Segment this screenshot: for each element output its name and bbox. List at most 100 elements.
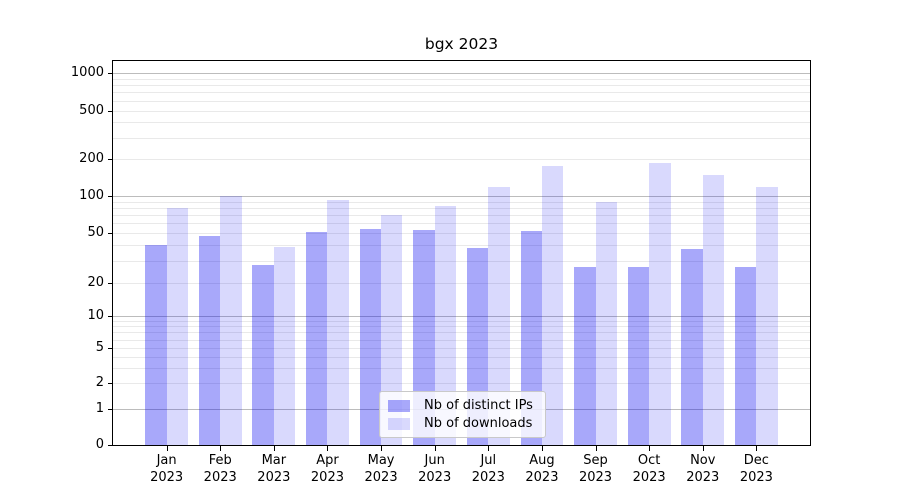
y-gridline-minor bbox=[113, 122, 810, 124]
right-spine bbox=[810, 60, 811, 446]
y-gridline-minor bbox=[113, 233, 810, 234]
y-gridline-minor bbox=[113, 283, 810, 284]
x-tick-label: Sep 2023 bbox=[578, 453, 613, 485]
chart-title: bgx 2023 bbox=[424, 35, 499, 53]
bar-downloads bbox=[702, 175, 725, 445]
legend-label-distinct-ips: Nb of distinct IPs bbox=[424, 398, 533, 413]
bar-downloads bbox=[488, 187, 510, 445]
y-gridline-minor bbox=[113, 201, 810, 203]
y-tick-mark bbox=[108, 159, 113, 160]
bar-distinct-ips bbox=[681, 249, 703, 445]
y-gridline-minor bbox=[113, 92, 810, 94]
y-tick-label: 200 bbox=[79, 151, 104, 166]
y-gridline-minor bbox=[113, 137, 810, 139]
x-tick-mark bbox=[327, 446, 329, 451]
bottom-spine bbox=[112, 445, 811, 446]
bar-downloads bbox=[756, 187, 778, 445]
x-tick-mark bbox=[702, 446, 704, 451]
x-tick-label: Jun 2023 bbox=[418, 453, 452, 485]
y-gridline-minor bbox=[113, 367, 810, 369]
y-gridline-minor bbox=[113, 320, 810, 322]
y-tick-mark bbox=[108, 348, 113, 349]
x-tick-label: Nov 2023 bbox=[686, 453, 720, 485]
x-tick-label: Mar 2023 bbox=[257, 453, 291, 485]
x-tick-label: Feb 2023 bbox=[203, 453, 237, 485]
y-gridline-major bbox=[113, 196, 810, 197]
x-tick-mark bbox=[488, 446, 490, 451]
bar-distinct-ips bbox=[574, 266, 596, 445]
y-gridline-minor bbox=[113, 223, 810, 225]
left-spine bbox=[112, 60, 113, 446]
y-tick-mark bbox=[108, 283, 113, 284]
y-gridline-minor bbox=[113, 159, 810, 160]
bar-distinct-ips bbox=[627, 266, 650, 445]
bar-downloads bbox=[434, 205, 457, 445]
x-tick-label: May 2023 bbox=[364, 453, 398, 485]
y-tick-label: 10 bbox=[87, 308, 104, 323]
bar-downloads bbox=[595, 201, 617, 445]
bar-distinct-ips bbox=[306, 231, 328, 445]
bar-downloads bbox=[649, 163, 671, 445]
y-tick-mark bbox=[108, 316, 113, 317]
bar-downloads bbox=[166, 207, 188, 445]
x-tick-mark bbox=[220, 446, 222, 451]
bar-downloads bbox=[541, 166, 564, 445]
y-tick-label: 5 bbox=[95, 340, 104, 355]
y-tick-label: 2 bbox=[95, 375, 104, 390]
y-tick-mark bbox=[108, 233, 113, 234]
y-tick-mark bbox=[108, 110, 113, 112]
y-tick-mark bbox=[108, 383, 113, 384]
x-tick-mark bbox=[541, 446, 543, 451]
y-gridline-minor bbox=[113, 78, 810, 80]
y-gridline-major bbox=[113, 316, 810, 317]
legend-item-downloads: Nb of downloads bbox=[388, 416, 537, 431]
bar-downloads bbox=[381, 215, 403, 445]
y-tick-mark bbox=[108, 73, 113, 74]
y-gridline-minor bbox=[113, 110, 810, 112]
legend: Nb of distinct IPs Nb of downloads bbox=[379, 391, 546, 438]
legend-label-downloads: Nb of downloads bbox=[424, 416, 533, 431]
x-tick-mark bbox=[595, 446, 597, 451]
x-tick-mark bbox=[381, 446, 383, 451]
y-gridline-minor bbox=[113, 356, 810, 358]
bar-distinct-ips bbox=[734, 266, 757, 445]
y-tick-label: 0 bbox=[95, 437, 104, 452]
x-tick-label: Apr 2023 bbox=[310, 453, 344, 485]
x-tick-label: Oct 2023 bbox=[632, 453, 666, 485]
legend-swatch-downloads bbox=[388, 417, 410, 430]
legend-swatch-distinct-ips bbox=[388, 399, 410, 412]
bar-distinct-ips bbox=[359, 228, 382, 445]
y-gridline-minor bbox=[113, 326, 810, 328]
y-gridline-minor bbox=[113, 260, 810, 262]
y-gridline-minor bbox=[113, 348, 810, 349]
bar-downloads bbox=[273, 246, 296, 445]
y-gridline-minor bbox=[113, 383, 810, 384]
y-tick-label: 20 bbox=[87, 275, 104, 290]
legend-item-distinct-ips: Nb of distinct IPs bbox=[388, 398, 537, 413]
bar-downloads bbox=[327, 199, 349, 445]
bar-downloads bbox=[220, 196, 242, 445]
y-tick-mark bbox=[108, 196, 113, 197]
bar-distinct-ips bbox=[198, 236, 221, 445]
x-tick-label: Aug 2023 bbox=[525, 453, 559, 485]
y-tick-label: 1000 bbox=[70, 65, 104, 80]
y-gridline-minor bbox=[113, 85, 810, 87]
x-tick-mark bbox=[166, 446, 168, 451]
top-spine bbox=[112, 60, 811, 61]
x-tick-mark bbox=[756, 446, 758, 451]
y-tick-label: 1 bbox=[95, 401, 104, 416]
x-tick-label: Jan 2023 bbox=[150, 453, 184, 485]
y-tick-label: 50 bbox=[87, 225, 104, 240]
y-gridline-minor bbox=[113, 100, 810, 102]
y-gridline-minor bbox=[113, 245, 810, 247]
x-tick-mark bbox=[273, 446, 275, 451]
bar-distinct-ips bbox=[145, 245, 167, 445]
y-gridline-minor bbox=[113, 339, 810, 341]
y-gridline-minor bbox=[113, 332, 810, 334]
y-gridline-minor bbox=[113, 207, 810, 209]
y-tick-label: 500 bbox=[79, 102, 104, 118]
y-tick-label: 100 bbox=[79, 188, 104, 203]
y-tick-mark bbox=[108, 445, 113, 446]
bar-distinct-ips bbox=[252, 264, 274, 445]
